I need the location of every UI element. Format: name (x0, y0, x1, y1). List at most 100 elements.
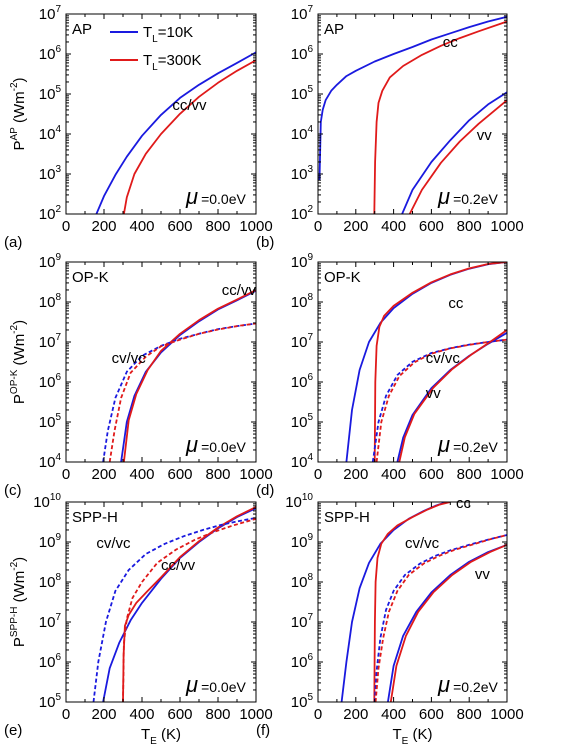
curve-annotation: cc (456, 495, 472, 512)
legend-label-rest: =300K (158, 52, 202, 69)
y-tick-exponent: 10 (50, 492, 62, 503)
curve-annotation: vv (477, 127, 493, 144)
series-group (95, 51, 256, 214)
y-tick-label: 105 (39, 692, 62, 711)
legend-label-sub: L (152, 62, 158, 73)
panel-b: 0 200 400 600 800 1000102103104105106107AP(b)… (256, 4, 524, 251)
x-tick-label: 1000 (239, 218, 272, 235)
y-tick-base: 10 (39, 574, 56, 591)
y-tick-label: 109 (291, 252, 314, 271)
y-tick-label: 106 (291, 44, 314, 63)
x-tick-label: 800 (205, 466, 230, 483)
x-tick-label: 0 (62, 466, 70, 483)
x-tick-label: 400 (129, 218, 154, 235)
y-tick-label: 104 (39, 452, 62, 471)
series-line-2 (92, 517, 256, 702)
y-tick-exponent: 10 (302, 492, 314, 503)
y-tick-base: 10 (291, 414, 308, 431)
legend-label-0: TL=10K (143, 24, 193, 45)
x-tick-label: 600 (419, 218, 444, 235)
series-line-3 (375, 338, 507, 462)
panel-letter: (f) (256, 722, 270, 739)
y-tick-label: 107 (291, 332, 314, 351)
plot-frame (65, 501, 257, 703)
y-label-unit-sup: -2 (9, 561, 20, 570)
mu-symbol: μ (185, 672, 198, 697)
mu-symbol: μ (437, 184, 450, 209)
y-tick-exponent: 8 (307, 292, 313, 303)
y-axis-label: POP-K (Wm-2) (9, 320, 28, 404)
y-tick-exponent: 6 (55, 652, 61, 663)
y-tick-base: 10 (291, 374, 308, 391)
curve-annotation: vv (475, 566, 491, 583)
y-label-sup: OP-K (9, 369, 20, 394)
y-tick-exponent: 5 (307, 84, 313, 95)
y-tick-base: 10 (39, 334, 56, 351)
x-tick-label: 600 (167, 218, 192, 235)
y-tick-label: 105 (291, 692, 314, 711)
x-label-sub: E (402, 736, 409, 747)
y-tick-base: 10 (291, 614, 308, 631)
series-line-2 (371, 338, 507, 462)
y-tick-base: 10 (39, 6, 56, 23)
y-tick-label: 107 (39, 612, 62, 631)
y-tick-exponent: 2 (55, 204, 61, 215)
y-label-unit-sup: -2 (9, 324, 20, 333)
y-tick-base: 10 (39, 374, 56, 391)
y-label-unit-sup: -2 (9, 82, 20, 91)
y-tick-exponent: 9 (55, 252, 61, 263)
x-label-unit: (K) (157, 726, 181, 743)
y-tick-exponent: 9 (55, 532, 61, 543)
y-tick-label: 108 (291, 292, 314, 311)
y-tick-exponent: 9 (307, 252, 313, 263)
series-line-5 (398, 329, 507, 462)
y-label-unit: (Wm (11, 91, 28, 127)
x-tick-label: 200 (343, 466, 368, 483)
curve-annotation: cv/vc (426, 350, 461, 367)
y-tick-label: 106 (39, 372, 62, 391)
y-label-unit: (Wm (11, 334, 28, 370)
y-tick-exponent: 4 (55, 124, 61, 135)
series-line-2 (373, 534, 507, 702)
y-tick-base: 10 (291, 574, 308, 591)
x-tick-label: 200 (91, 466, 116, 483)
y-tick-base: 10 (285, 494, 302, 511)
panel-letter: (b) (256, 234, 274, 251)
y-label-main: P (11, 141, 28, 151)
y-tick-label: 106 (39, 44, 62, 63)
y-tick-label: 109 (39, 252, 62, 271)
y-tick-base: 10 (291, 126, 308, 143)
y-tick-base: 10 (291, 534, 308, 551)
y-tick-label: 105 (291, 84, 314, 103)
x-tick-label: 0 (314, 706, 322, 723)
panel-title: OP-K (72, 269, 109, 286)
curve-annotation: cc/vv (172, 97, 207, 114)
panel-title: AP (72, 21, 92, 38)
y-label-unit: (Wm (11, 571, 28, 607)
panel-letter: (a) (4, 234, 22, 251)
panel-letter: (d) (256, 482, 274, 499)
y-tick-base: 10 (39, 454, 56, 471)
y-label-sup: AP (9, 127, 20, 141)
y-tick-label: 103 (39, 164, 62, 183)
x-tick-label: 1000 (239, 706, 272, 723)
y-tick-base: 10 (291, 454, 308, 471)
y-tick-base: 10 (291, 6, 308, 23)
y-tick-exponent: 3 (307, 164, 313, 175)
panel-c: 0 200 400 600 800 1000104105106107108109OP-K(… (4, 252, 273, 499)
series-line-3 (108, 322, 256, 462)
mu-symbol: μ (185, 184, 198, 209)
y-tick-base: 10 (39, 206, 56, 223)
panel-title: OP-K (324, 269, 361, 286)
x-tick-label: 400 (381, 218, 406, 235)
y-tick-base: 10 (291, 166, 308, 183)
y-tick-base: 10 (291, 254, 308, 271)
x-tick-label: 1000 (490, 218, 523, 235)
x-tick-label: 200 (343, 706, 368, 723)
x-tick-label: 0 (314, 466, 322, 483)
legend-label-rest: =10K (158, 24, 193, 41)
mu-symbol: μ (437, 672, 450, 697)
y-tick-label: 109 (39, 532, 62, 551)
series-group (92, 506, 256, 702)
x-axis-label: TE (K) (141, 726, 181, 747)
